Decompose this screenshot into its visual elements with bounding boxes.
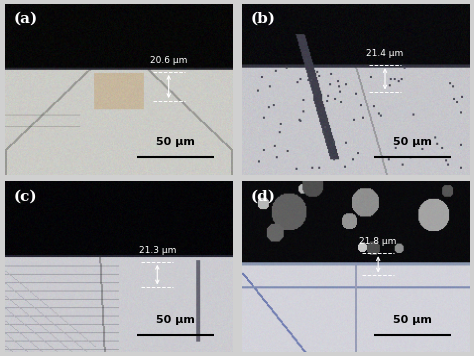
Text: (b): (b) <box>251 12 276 26</box>
Text: 21.4 μm: 21.4 μm <box>366 49 404 58</box>
Text: 50 μm: 50 μm <box>393 315 432 325</box>
Text: 50 μm: 50 μm <box>393 137 432 147</box>
Text: 21.3 μm: 21.3 μm <box>138 246 176 255</box>
Text: 20.6 μm: 20.6 μm <box>150 56 187 65</box>
Text: 50 μm: 50 μm <box>156 315 195 325</box>
Text: (a): (a) <box>14 12 38 26</box>
Text: (d): (d) <box>251 190 276 204</box>
Text: (c): (c) <box>14 190 37 204</box>
Text: 21.8 μm: 21.8 μm <box>359 237 397 246</box>
Text: 50 μm: 50 μm <box>156 137 195 147</box>
